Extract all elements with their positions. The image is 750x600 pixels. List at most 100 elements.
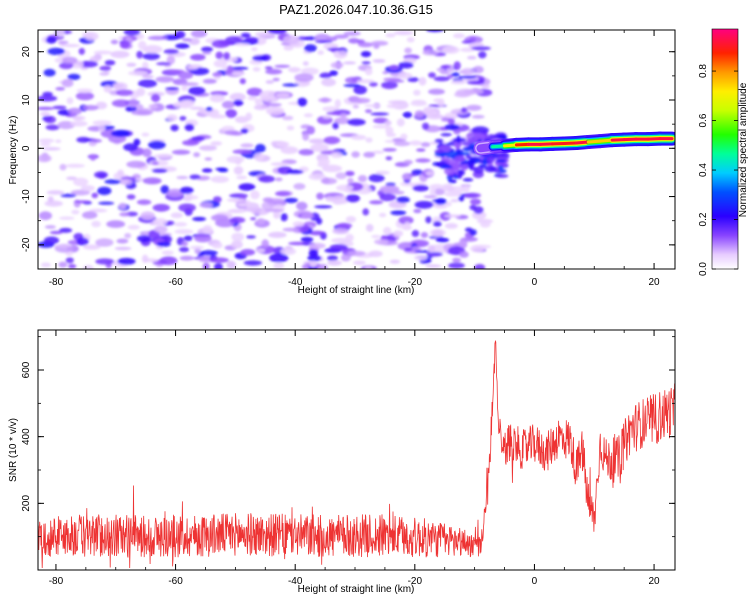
spectrogram-noise-blob — [294, 73, 314, 82]
spectrogram-noise-blob — [47, 196, 54, 203]
spectrogram-noise-blob — [44, 225, 56, 229]
spectrogram-noise-blob — [114, 246, 132, 251]
spectrogram-noise-blob — [148, 104, 158, 109]
spectrogram-noise-blob — [372, 59, 386, 63]
spectrogram-noise-blob — [413, 208, 422, 214]
spectrogram-noise-blob — [40, 111, 51, 117]
spectrogram-noise-blob — [117, 257, 136, 265]
spectrogram-noise-blob — [465, 227, 473, 233]
spectrogram-noise-blob — [234, 116, 249, 124]
spectrogram-noise-blob — [174, 222, 188, 227]
spectrogram-noise-blob — [59, 216, 75, 220]
spectrogram-noise-blob — [283, 35, 300, 44]
spectrogram-noise-blob — [213, 59, 228, 68]
spectrogram-noise-blob — [455, 149, 464, 154]
spectrogram-noise-blob — [425, 216, 432, 224]
spectrogram-noise-blob — [189, 174, 201, 180]
spectrogram-noise-blob — [308, 242, 326, 249]
spectrogram-noise-blob — [183, 235, 193, 242]
spectrogram-noise-blob — [45, 124, 60, 131]
spectrogram-noise-blob — [304, 44, 317, 53]
spectrogram-noise-blob — [116, 238, 129, 244]
spectrogram-noise-blob — [400, 133, 408, 140]
spectrogram-noise-blob — [450, 80, 467, 85]
spectrogram-noise-blob — [136, 87, 146, 97]
spectrogram-noise-blob — [404, 47, 412, 54]
x-tick-label: -40 — [288, 277, 303, 288]
spectrogram-noise-blob — [229, 216, 246, 224]
spectrogram-noise-blob — [127, 224, 140, 230]
spectrogram-noise-blob — [93, 50, 113, 55]
spectrogram-noise-blob — [396, 118, 405, 127]
spectrogram-noise-blob — [403, 221, 411, 230]
spectrogram-noise-blob — [40, 262, 51, 268]
spectrogram-noise-blob — [336, 222, 353, 229]
snr-x-axis-label: Height of straight line (km) — [298, 584, 415, 595]
spectrogram-noise-blob — [78, 47, 86, 55]
signal-track-segment — [586, 139, 602, 144]
spectrogram-noise-blob — [463, 192, 482, 199]
spectrogram-noise-blob — [445, 201, 452, 207]
spectrogram-noise-blob — [265, 103, 282, 107]
spectrogram-noise-blob — [41, 153, 50, 162]
spectrogram-noise-blob — [226, 65, 234, 74]
spectrogram-noise-blob — [243, 260, 263, 266]
spectrogram-noise-blob — [369, 82, 378, 87]
spectrogram-noise-blob — [117, 169, 124, 177]
spectrogram-noise-blob — [345, 194, 360, 203]
spectrogram-noise-blob — [205, 107, 213, 112]
spectrogram-noise-blob — [409, 140, 422, 146]
spectrogram-noise-blob — [343, 83, 361, 88]
snr-y-axis: 200 400 600 — [21, 336, 675, 571]
spectrogram-noise-blob — [192, 216, 207, 222]
spectrogram-noise-blob — [326, 47, 346, 51]
spectrogram-noise-blob — [71, 209, 80, 215]
spectrogram-noise-blob — [95, 258, 115, 265]
spectrogram-noise-blob — [414, 110, 425, 118]
spectrogram-noise-blob — [415, 158, 431, 163]
spectrogram-noise-blob — [314, 205, 333, 209]
spectrogram-noise-blob — [184, 123, 195, 132]
spectrogram-noise-blob — [59, 163, 67, 171]
spectrogram-noise-blob — [186, 64, 199, 70]
spectrogram-noise-blob — [79, 60, 98, 68]
signal-track-segment — [562, 141, 578, 145]
spectrogram-noise-blob — [67, 107, 82, 115]
spectrogram-noise-blob — [66, 97, 74, 105]
spectrogram-noise-blob — [414, 200, 434, 209]
spectrogram-noise-blob — [300, 236, 314, 243]
spectrogram-noise-blob — [297, 97, 308, 107]
spectrogram-noise-blob — [73, 177, 89, 187]
spectrogram-noise-blob — [365, 109, 372, 114]
spectrogram-noise-blob — [362, 208, 370, 216]
colorbar-frame — [711, 28, 739, 270]
spectrogram-noise-blob — [254, 32, 275, 37]
spectrogram-noise-blob — [448, 262, 465, 269]
spectrogram-noise-blob — [238, 183, 256, 191]
spectrogram-noise-blob — [119, 40, 131, 49]
spectrogram-noise-blob — [115, 89, 134, 96]
spectrogram-noise-blob — [472, 65, 484, 74]
spectrogram-noise-blob — [233, 166, 244, 175]
spectrogram-noise-blob — [253, 104, 268, 111]
spectrogram-noise-blob — [345, 233, 354, 242]
spectrogram-noise-blob — [450, 199, 459, 203]
spectrogram-noise-blob — [267, 30, 287, 34]
spectrogram-y-axis: -20 -10 0 10 20 — [21, 46, 675, 270]
spectrogram-noise-blob — [442, 46, 460, 54]
spectrogram-noise-blob — [229, 208, 241, 213]
spectrogram-noise-blob — [439, 164, 452, 169]
spectrogram-noise-blob — [70, 120, 88, 127]
spectrogram-noise-blob — [154, 225, 168, 234]
spectrogram-noise-blob — [138, 79, 157, 88]
spectrogram-noise-blob — [233, 99, 244, 107]
spectrogram-noise-blob — [226, 155, 245, 164]
colorbar: 0.0 0.2 0.4 0.6 0.8 Normalized spectral ampl… — [698, 28, 749, 276]
colorbar-tick-label: 0.0 — [698, 262, 709, 276]
y-tick-label: 200 — [21, 495, 32, 512]
spectrogram-panel: -80 -60 -40 -20 0 20 -20 -10 0 10 20 Height of st… — [8, 29, 676, 296]
spectrogram-noise-blob — [433, 221, 442, 227]
snr-y-axis-label: SNR (10 * v/v) — [8, 418, 19, 482]
spectrogram-noise-blob — [92, 120, 112, 126]
spectrogram-noise-blob — [288, 67, 301, 73]
